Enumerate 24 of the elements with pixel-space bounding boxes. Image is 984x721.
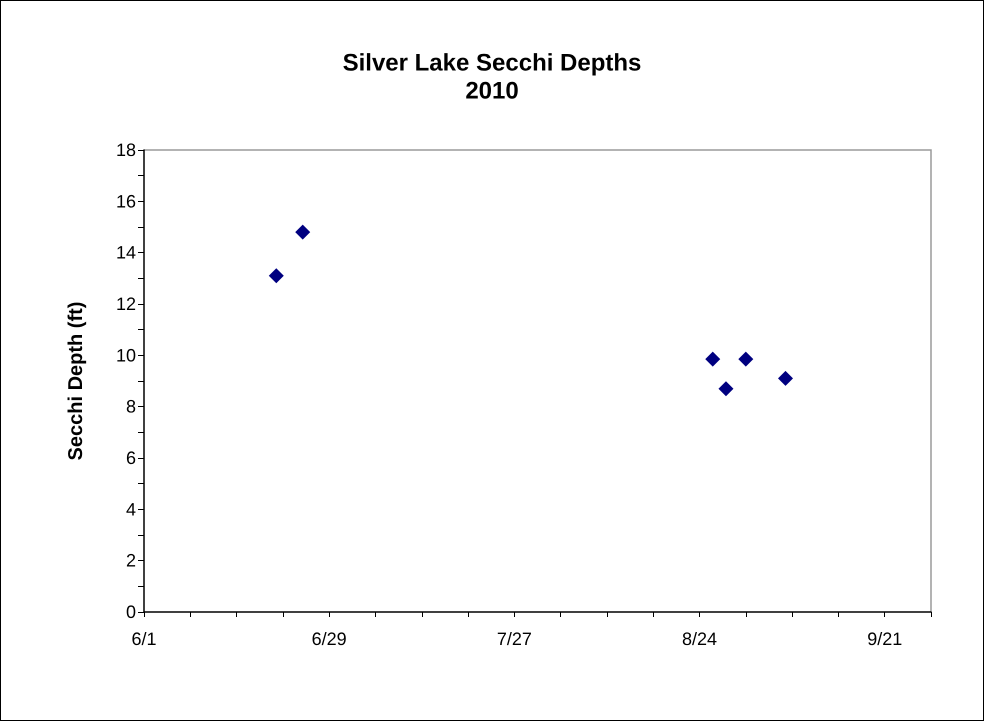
- chart-subtitle: 2010: [465, 78, 519, 104]
- y-tick-label: 12: [116, 294, 136, 314]
- point: [778, 370, 794, 386]
- y-tick-label: 18: [116, 140, 136, 160]
- point: [718, 381, 734, 396]
- y-tick-label: 4: [126, 499, 136, 520]
- chart-title: Silver Lake Secchi Depths: [342, 50, 642, 76]
- point: [295, 224, 310, 240]
- y-tick-label: 10: [116, 345, 136, 366]
- point: [738, 352, 754, 367]
- y-tick-label: 8: [126, 396, 136, 417]
- y-tick-label: 16: [116, 191, 136, 212]
- x-tick-label: 7/27: [496, 629, 532, 649]
- x-tick-label: 6/29: [312, 629, 347, 649]
- y-tick-label: 14: [116, 242, 136, 263]
- point: [268, 268, 284, 284]
- y-tick-label: 2: [126, 550, 136, 571]
- y-tick-label: 0: [126, 602, 136, 622]
- x-tick-label: 8/24: [682, 629, 718, 649]
- x-tick-label: 6/1: [131, 629, 157, 649]
- point: [705, 352, 720, 367]
- y-tick-label: 6: [126, 448, 136, 468]
- x-tick-label: 9/21: [867, 629, 902, 649]
- y-axis-title: Secchi Depth (ft): [65, 302, 87, 460]
